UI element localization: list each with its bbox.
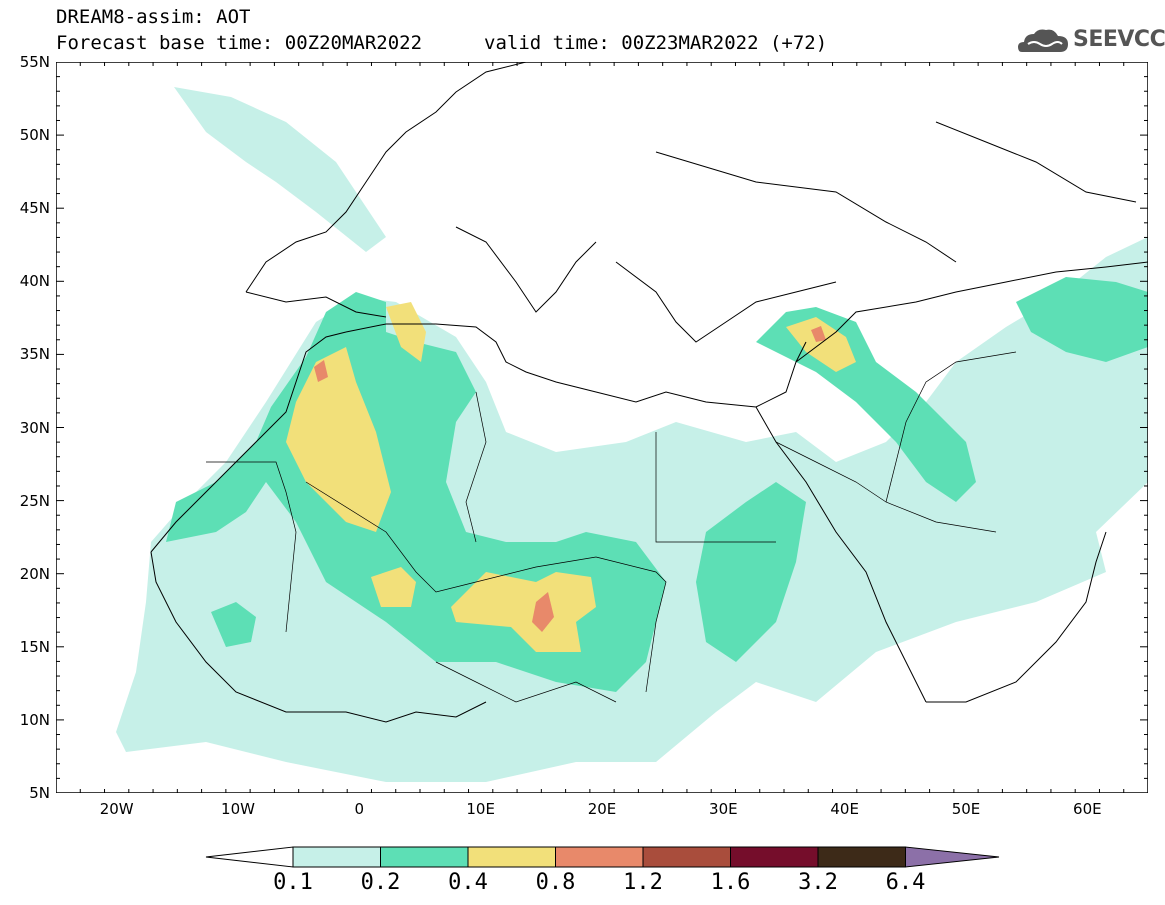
lon-label: 30E xyxy=(709,800,738,818)
colorbar-segment-under xyxy=(205,846,294,868)
lat-label: 40N xyxy=(19,272,50,291)
colorbar-segment xyxy=(642,846,731,868)
aot-band-high-algeria xyxy=(386,302,426,362)
colorbar-segment xyxy=(817,846,906,868)
coastlines xyxy=(150,62,1148,723)
logo-text: SEEVCCC xyxy=(1073,27,1165,52)
aot-band-vhigh-chad xyxy=(532,592,554,632)
lat-label: 30N xyxy=(19,418,50,437)
lon-label: 20W xyxy=(99,800,134,818)
valid-time: valid time: 00Z23MAR2022 (+72) xyxy=(484,32,828,54)
aot-band-vhigh-morocco xyxy=(314,360,328,382)
borders xyxy=(206,351,1017,703)
colorbar-label: 6.4 xyxy=(885,870,926,895)
aot-band-high-niger xyxy=(371,567,416,607)
colorbar-label: 3.2 xyxy=(798,870,838,895)
colorbar-segment xyxy=(555,846,644,868)
lat-label: 45N xyxy=(19,199,50,218)
aot-band-high-chad xyxy=(451,572,596,652)
colorbar-segment xyxy=(467,846,556,868)
lon-label: 10E xyxy=(466,800,495,818)
lon-label: 10W xyxy=(221,800,255,818)
aot-band-mid-iran xyxy=(1016,277,1148,362)
lon-label: 50E xyxy=(951,800,981,818)
lat-label: 20N xyxy=(19,564,50,583)
colorbar-segment xyxy=(380,846,469,868)
colorbar-segment xyxy=(730,846,819,868)
colorbar xyxy=(205,846,1000,868)
aot-band-mid-east xyxy=(756,307,976,502)
lon-label: 40E xyxy=(830,800,859,818)
colorbar-label: 1.6 xyxy=(710,870,751,895)
lon-label: 20E xyxy=(587,800,617,818)
lat-label: 25N xyxy=(19,491,50,510)
colorbar-label: 0.2 xyxy=(360,870,401,895)
lat-label: 35N xyxy=(19,345,50,364)
colorbar-label: 0.4 xyxy=(448,870,488,895)
lat-label: 15N xyxy=(19,637,50,656)
lon-label: 60E xyxy=(1073,800,1102,818)
colorbar-label: 1.2 xyxy=(623,870,663,895)
lat-label: 5N xyxy=(29,784,50,802)
colorbar-segment-over xyxy=(905,846,1000,868)
lat-label: 50N xyxy=(19,126,50,145)
lat-label: 55N xyxy=(19,53,50,71)
cloud-logo-icon xyxy=(1018,29,1068,52)
map-title: DREAM8-assim: AOT xyxy=(56,6,251,28)
colorbar-label: 0.1 xyxy=(273,870,313,895)
aot-band-high-syria xyxy=(786,317,856,372)
aot-band-low-atlantic xyxy=(174,87,386,252)
colorbar-segment xyxy=(292,846,381,868)
aot-band-vhigh-syria xyxy=(811,326,826,342)
lat-label: 10N xyxy=(19,710,50,729)
aot-shading xyxy=(116,87,1148,782)
lon-label: 0 xyxy=(354,800,365,818)
forecast-base-time: Forecast base time: 00Z20MAR2022 xyxy=(56,32,423,54)
aot-band-mid-westafrica xyxy=(211,602,256,647)
aot-map xyxy=(56,62,1148,793)
aot-band-mid-africa xyxy=(696,482,806,662)
colorbar-label: 0.8 xyxy=(535,870,576,895)
